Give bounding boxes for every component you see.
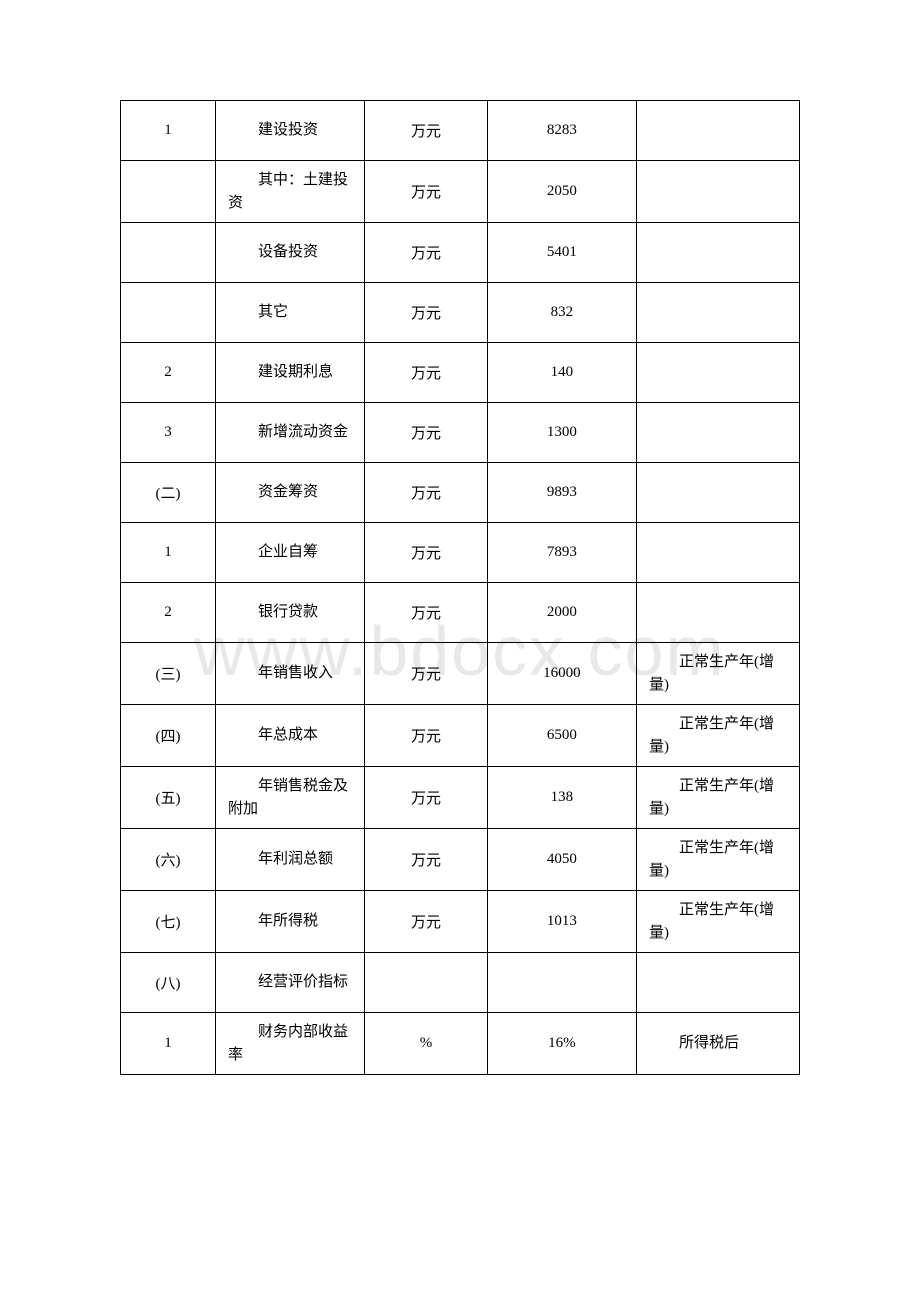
table-cell: 万元	[365, 523, 487, 583]
table-cell: 2050	[487, 161, 636, 223]
financial-table: 1建设投资万元8283其中：土建投资万元2050设备投资万元5401其它万元83…	[120, 100, 800, 1075]
table-row: (八)经营评价指标	[121, 953, 800, 1013]
table-cell	[637, 283, 800, 343]
table-cell: 6500	[487, 705, 636, 767]
table-cell: 万元	[365, 223, 487, 283]
table-row: (四)年总成本万元6500正常生产年(增量)	[121, 705, 800, 767]
table-cell	[365, 953, 487, 1013]
table-cell: 4050	[487, 829, 636, 891]
table-cell: 年利润总额	[216, 829, 365, 891]
table-cell: 7893	[487, 523, 636, 583]
table-cell	[121, 223, 216, 283]
table-body: 1建设投资万元8283其中：土建投资万元2050设备投资万元5401其它万元83…	[121, 101, 800, 1075]
table-cell: 832	[487, 283, 636, 343]
table-cell	[637, 223, 800, 283]
table-cell	[637, 953, 800, 1013]
table-cell	[637, 161, 800, 223]
table-cell: 2	[121, 343, 216, 403]
table-cell: (七)	[121, 891, 216, 953]
table-cell: 2	[121, 583, 216, 643]
table-cell: 正常生产年(增量)	[637, 705, 800, 767]
table-cell: 正常生产年(增量)	[637, 767, 800, 829]
table-cell: %	[365, 1013, 487, 1075]
table-cell	[637, 463, 800, 523]
table-cell: 其中：土建投资	[216, 161, 365, 223]
table-cell: 140	[487, 343, 636, 403]
table-cell: 资金筹资	[216, 463, 365, 523]
table-cell: 2000	[487, 583, 636, 643]
table-cell: 3	[121, 403, 216, 463]
table-cell: 万元	[365, 283, 487, 343]
table-cell: 16%	[487, 1013, 636, 1075]
table-cell: (五)	[121, 767, 216, 829]
table-row: 3新增流动资金万元1300	[121, 403, 800, 463]
table-cell: 万元	[365, 161, 487, 223]
table-cell: 万元	[365, 101, 487, 161]
table-cell	[637, 343, 800, 403]
table-cell: 1	[121, 1013, 216, 1075]
table-cell: 万元	[365, 767, 487, 829]
table-cell: 企业自筹	[216, 523, 365, 583]
table-row: 2银行贷款万元2000	[121, 583, 800, 643]
table-cell	[637, 403, 800, 463]
table-cell: 1300	[487, 403, 636, 463]
table-cell: 5401	[487, 223, 636, 283]
table-cell: 建设期利息	[216, 343, 365, 403]
table-cell: 所得税后	[637, 1013, 800, 1075]
table-row: 1建设投资万元8283	[121, 101, 800, 161]
table-cell: 年销售收入	[216, 643, 365, 705]
table-cell: 万元	[365, 463, 487, 523]
table-cell: 新增流动资金	[216, 403, 365, 463]
table-cell: 万元	[365, 403, 487, 463]
table-cell: 经营评价指标	[216, 953, 365, 1013]
table-cell: 1013	[487, 891, 636, 953]
table-cell: 16000	[487, 643, 636, 705]
table-cell: (八)	[121, 953, 216, 1013]
table-cell: 万元	[365, 583, 487, 643]
table-cell	[637, 583, 800, 643]
table-cell	[637, 101, 800, 161]
table-cell: 万元	[365, 643, 487, 705]
table-cell: 万元	[365, 705, 487, 767]
table-row: (六)年利润总额万元4050正常生产年(增量)	[121, 829, 800, 891]
table-cell: 9893	[487, 463, 636, 523]
table-cell	[487, 953, 636, 1013]
table-cell: 正常生产年(增量)	[637, 643, 800, 705]
table-row: 2建设期利息万元140	[121, 343, 800, 403]
table-cell: (六)	[121, 829, 216, 891]
table-cell: (二)	[121, 463, 216, 523]
table-cell: 年销售税金及附加	[216, 767, 365, 829]
table-cell: 正常生产年(增量)	[637, 829, 800, 891]
table-cell: 年总成本	[216, 705, 365, 767]
table-cell: 138	[487, 767, 636, 829]
table-row: 设备投资万元5401	[121, 223, 800, 283]
table-cell: 万元	[365, 891, 487, 953]
table-cell: (三)	[121, 643, 216, 705]
table-cell: 1	[121, 523, 216, 583]
table-row: (七)年所得税万元1013正常生产年(增量)	[121, 891, 800, 953]
table-cell: 1	[121, 101, 216, 161]
table-row: 其它万元832	[121, 283, 800, 343]
table-cell: 其它	[216, 283, 365, 343]
table-cell: 8283	[487, 101, 636, 161]
table-cell: 银行贷款	[216, 583, 365, 643]
table-row: (五)年销售税金及附加万元138正常生产年(增量)	[121, 767, 800, 829]
table-row: (二)资金筹资万元9893	[121, 463, 800, 523]
table-row: (三)年销售收入万元16000正常生产年(增量)	[121, 643, 800, 705]
table-row: 1财务内部收益率%16%所得税后	[121, 1013, 800, 1075]
table-cell: 建设投资	[216, 101, 365, 161]
table-cell	[121, 283, 216, 343]
table-cell: 财务内部收益率	[216, 1013, 365, 1075]
table-row: 1企业自筹万元7893	[121, 523, 800, 583]
table-cell: 万元	[365, 343, 487, 403]
table-cell: 万元	[365, 829, 487, 891]
table-cell: 正常生产年(增量)	[637, 891, 800, 953]
table-cell: 年所得税	[216, 891, 365, 953]
table-row: 其中：土建投资万元2050	[121, 161, 800, 223]
table-cell	[121, 161, 216, 223]
table-cell	[637, 523, 800, 583]
table-cell: (四)	[121, 705, 216, 767]
table-cell: 设备投资	[216, 223, 365, 283]
